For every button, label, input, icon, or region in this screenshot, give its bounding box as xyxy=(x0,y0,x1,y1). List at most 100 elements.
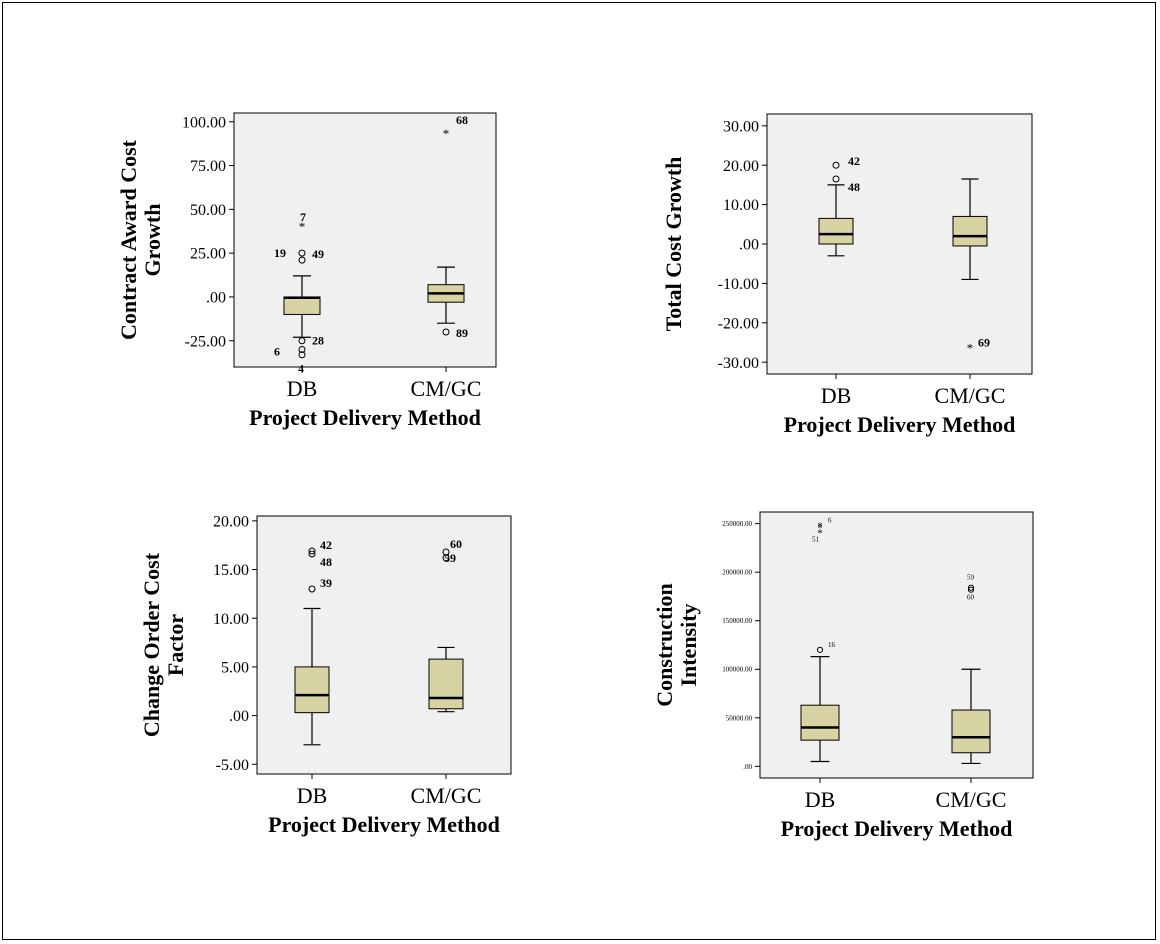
box-db: 42 48 xyxy=(818,154,860,257)
y-tick-label: 10.00 xyxy=(213,611,249,628)
y-axis-title-line: Growth xyxy=(140,204,165,277)
outlier-label: 51 xyxy=(812,536,820,544)
iqr-box xyxy=(952,215,988,247)
outlier-label: 28 xyxy=(312,334,324,348)
outlier-circle xyxy=(442,554,450,562)
y-tick-label: 100000.00 xyxy=(722,666,752,674)
x-tick-label: DB xyxy=(805,787,836,812)
chart-panel-1: 100.00 75.00 50.00 25.00 .00 -25.00 DB CM/GC Pro… xyxy=(116,112,497,430)
y-tick-label: 75.00 xyxy=(190,158,226,175)
outlier-label: 48 xyxy=(320,555,332,569)
outlier-circle xyxy=(308,547,316,555)
y-axis-title: ConstructionIntensity xyxy=(652,583,701,706)
x-tick-label: DB xyxy=(287,376,318,401)
chart-panel-2: 30.00 20.00 10.00 .00 -10.00 -20.00 -30.00 DB CM… xyxy=(661,113,1033,437)
outlier-label: 68 xyxy=(456,113,468,127)
chart-panel-4: 250000.00 200000.00 150000.00 100000.00 5000… xyxy=(652,511,1034,841)
outlier-circle xyxy=(298,249,306,257)
box-cm-gc: * 69 xyxy=(952,178,990,355)
plot-area xyxy=(256,515,512,775)
y-axis-title: Total Cost Growth xyxy=(661,157,686,332)
plot-area xyxy=(233,112,497,368)
iqr-box xyxy=(800,704,840,741)
y-tick-label: 10.00 xyxy=(723,197,759,214)
outlier-circle xyxy=(832,175,840,183)
y-tick-label: .00 xyxy=(743,763,752,771)
y-tick-label: .00 xyxy=(206,290,226,307)
y-tick-label: 100.00 xyxy=(182,114,226,131)
x-axis-title: Project Delivery Method xyxy=(784,412,1016,437)
y-axis-title-line: Change Order Cost xyxy=(139,552,164,737)
y-axis-title-line: Construction xyxy=(652,583,677,706)
y-axis-title: Change Order CostFactor xyxy=(139,552,188,737)
outlier-circle xyxy=(442,328,450,336)
outlier-star: * xyxy=(443,126,450,141)
y-tick-label: 25.00 xyxy=(190,246,226,263)
y-tick-label: -5.00 xyxy=(216,757,249,774)
plot-area xyxy=(766,113,1033,375)
outlier-circle xyxy=(816,646,824,653)
chart-panel-3: 20.00 15.00 10.00 5.00 .00 -5.00 DB CM/GC Projec… xyxy=(139,513,512,837)
outlier-label: 6 xyxy=(828,517,832,525)
y-tick-label: 20.00 xyxy=(213,513,249,530)
outlier-label: 48 xyxy=(848,180,860,194)
outlier-label: 19 xyxy=(274,246,286,260)
outlier-label: 42 xyxy=(848,154,860,168)
y-tick-label: 250000.00 xyxy=(722,520,752,528)
x-axis-title: Project Delivery Method xyxy=(249,405,481,430)
y-tick-label: 50.00 xyxy=(190,202,226,219)
iqr-box xyxy=(818,217,854,245)
y-tick-label: -30.00 xyxy=(718,355,759,372)
x-axis-title: Project Delivery Method xyxy=(781,816,1013,841)
outlier-circle xyxy=(967,586,975,593)
x-tick-label: DB xyxy=(821,383,852,408)
y-tick-label: 20.00 xyxy=(723,158,759,175)
y-tick-label: .00 xyxy=(739,237,759,254)
outlier-label: 16 xyxy=(828,641,836,649)
y-tick-label: -10.00 xyxy=(718,276,759,293)
y-tick-label: 5.00 xyxy=(221,660,249,677)
outlier-label: 69 xyxy=(978,335,990,349)
outlier-label: 42 xyxy=(320,538,332,552)
outlier-star: * xyxy=(817,527,823,539)
x-tick-label: CM/GC xyxy=(411,783,482,808)
box-cm-gc: 59 60 xyxy=(951,574,991,765)
x-tick-label: CM/GC xyxy=(935,383,1006,408)
iqr-box xyxy=(294,666,330,714)
y-tick-label: 50000.00 xyxy=(726,714,753,722)
y-tick-label: 150000.00 xyxy=(722,617,752,625)
outlier-label: 49 xyxy=(312,247,324,261)
outlier-label: 4 xyxy=(298,362,304,376)
outlier-circle xyxy=(308,550,316,558)
outlier-label: 39 xyxy=(320,576,332,590)
x-axis-title: Project Delivery Method xyxy=(268,812,500,837)
y-tick-label: -25.00 xyxy=(185,333,226,350)
outlier-label: 59 xyxy=(444,551,456,565)
box-db: *7 19 49 28 6 4 xyxy=(274,210,324,376)
outlier-circle xyxy=(298,351,306,359)
y-tick-label: 200000.00 xyxy=(722,569,752,577)
y-tick-label: -20.00 xyxy=(718,315,759,332)
y-axis-title-line: Factor xyxy=(163,614,188,677)
y-tick-label: 15.00 xyxy=(213,562,249,579)
outlier-circle xyxy=(298,345,306,353)
outlier-star: * xyxy=(817,523,823,535)
y-axis-title-line: Intensity xyxy=(676,603,701,686)
box-db: * 6*51*16 xyxy=(800,517,840,763)
outlier-star: * xyxy=(967,340,974,355)
outlier-label: 6 xyxy=(274,344,280,358)
outlier-circle xyxy=(298,337,306,345)
outlier-circle xyxy=(298,256,306,264)
iqr-box xyxy=(283,296,321,315)
y-axis-title: Contract Award CostGrowth xyxy=(116,139,165,340)
y-axis-title-line: Total Cost Growth xyxy=(661,157,686,332)
outlier-label: 89 xyxy=(456,326,468,340)
box-cm-gc: * 68 89 xyxy=(427,113,468,340)
outlier-label: 7 xyxy=(300,210,306,224)
outlier-label: 60 xyxy=(967,594,975,602)
x-tick-label: DB xyxy=(297,783,328,808)
y-tick-label: .00 xyxy=(229,708,249,725)
box-db: 42 48 39 xyxy=(294,538,332,746)
iqr-box xyxy=(951,709,991,754)
